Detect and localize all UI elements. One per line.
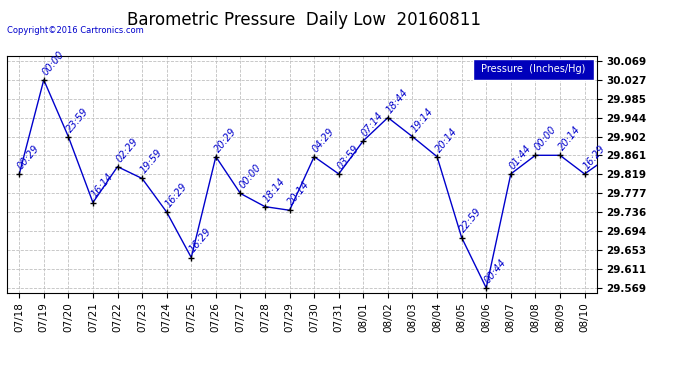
Text: 16:29: 16:29 <box>163 181 189 209</box>
Text: 16:29: 16:29 <box>581 143 607 171</box>
Text: 20:14: 20:14 <box>286 179 312 207</box>
Text: 18:14: 18:14 <box>262 176 287 204</box>
Text: 16:29: 16:29 <box>188 226 214 255</box>
Text: 23:59: 23:59 <box>65 106 90 134</box>
Text: 18:44: 18:44 <box>384 87 411 115</box>
Text: 20:14: 20:14 <box>433 126 460 154</box>
Text: 16:14: 16:14 <box>90 172 115 200</box>
Text: 00:00: 00:00 <box>237 163 263 190</box>
Text: 04:29: 04:29 <box>310 126 337 154</box>
Text: Copyright©2016 Cartronics.com: Copyright©2016 Cartronics.com <box>7 26 144 35</box>
Text: 20:29: 20:29 <box>213 126 238 154</box>
Text: 01:44: 01:44 <box>507 143 533 171</box>
Text: 00:44: 00:44 <box>483 257 509 285</box>
Text: 00:00: 00:00 <box>40 49 66 77</box>
Text: 00:00: 00:00 <box>532 124 558 153</box>
Text: 00:29: 00:29 <box>16 144 41 172</box>
Text: 19:14: 19:14 <box>409 106 435 134</box>
Text: 02:29: 02:29 <box>114 136 140 164</box>
Text: 07:14: 07:14 <box>359 110 386 138</box>
Text: 20:14: 20:14 <box>556 124 582 153</box>
Text: 03:59: 03:59 <box>335 143 361 171</box>
Text: 19:59: 19:59 <box>139 148 164 176</box>
Text: 22:59: 22:59 <box>458 207 484 235</box>
Text: 19:29: 19:29 <box>0 374 1 375</box>
Text: Barometric Pressure  Daily Low  20160811: Barometric Pressure Daily Low 20160811 <box>126 11 481 29</box>
